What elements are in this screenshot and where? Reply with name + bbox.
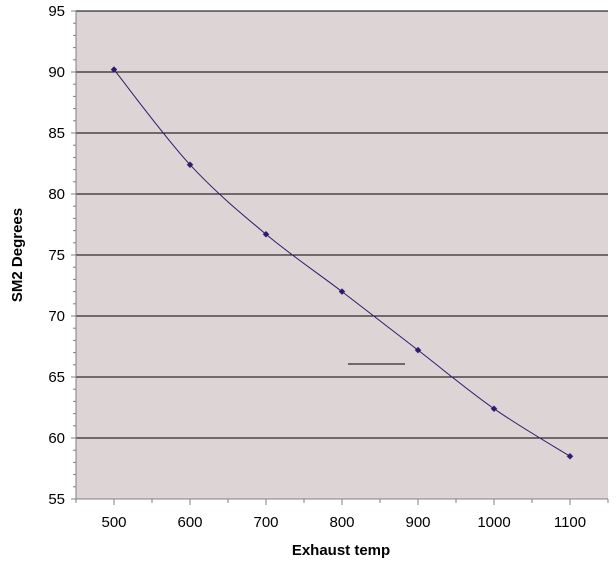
x-axis-title: Exhaust temp	[292, 542, 390, 559]
data-point	[186, 161, 194, 169]
data-point	[490, 405, 498, 413]
x-tick-label: 900	[405, 514, 430, 531]
y-tick-label: 95	[48, 3, 65, 20]
y-tick-label: 60	[48, 430, 65, 447]
y-tick-labels: 55 60 65 70 75 80 85 90 95	[48, 3, 65, 508]
gridlines	[76, 10, 608, 439]
x-tick-label: 1100	[554, 514, 586, 531]
y-tick-label: 80	[48, 186, 65, 203]
y-tick-label: 65	[48, 369, 65, 386]
x-tick-label: 500	[101, 514, 126, 531]
y-tick-label: 85	[48, 125, 65, 142]
y-tick-label: 55	[48, 491, 65, 508]
y-tick-label: 90	[48, 64, 65, 81]
x-tick-label: 700	[253, 514, 278, 531]
x-tick-label: 1000	[477, 514, 510, 531]
y-tick-label: 75	[48, 247, 65, 264]
data-point	[566, 452, 574, 460]
axis-ticks	[71, 10, 609, 505]
y-axis-title: SM2 Degrees	[9, 208, 26, 302]
y-tick-label: 70	[48, 308, 65, 325]
x-tick-labels: 500 600 700 800 900 1000 1100	[101, 514, 586, 531]
x-tick-label: 800	[329, 514, 354, 531]
data-point	[338, 288, 346, 295]
data-points	[110, 66, 574, 460]
data-point	[262, 230, 270, 238]
data-point	[110, 66, 118, 73]
data-point	[414, 346, 422, 354]
x-tick-label: 600	[177, 514, 202, 531]
